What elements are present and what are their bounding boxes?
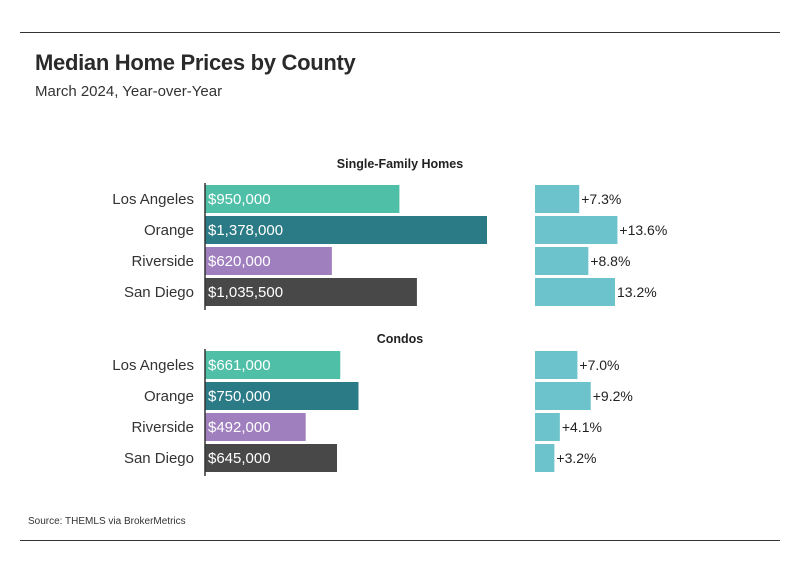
source-note: Source: THEMLS via BrokerMetrics — [28, 516, 186, 527]
change-bar-riverside — [535, 247, 589, 275]
price-bar-riverside — [205, 247, 332, 275]
category-label-orange: Orange — [144, 222, 194, 239]
change-bar-riverside — [535, 413, 560, 441]
bottom-rule — [20, 540, 780, 541]
change-label-riverside: +4.1% — [562, 419, 602, 435]
change-label-los-angeles: +7.0% — [579, 357, 619, 373]
category-label-riverside: Riverside — [131, 253, 194, 270]
price-bar-orange — [205, 382, 359, 410]
chart-title: Median Home Prices by County — [35, 50, 356, 75]
price-bar-los-angeles — [205, 351, 341, 379]
price-value-orange: $750,000 — [208, 388, 271, 405]
price-value-orange: $1,378,000 — [208, 222, 283, 239]
change-label-san-diego: +3.2% — [556, 450, 596, 466]
price-value-riverside: $620,000 — [208, 253, 271, 270]
price-value-los-angeles: $950,000 — [208, 191, 271, 208]
change-bar-san-diego — [535, 278, 615, 306]
top-rule — [20, 32, 780, 33]
category-label-los-angeles: Los Angeles — [112, 191, 194, 208]
category-label-san-diego: San Diego — [124, 284, 194, 301]
change-bar-orange — [535, 216, 618, 244]
panel-title-single-family-homes: Single-Family Homes — [337, 157, 463, 171]
price-bar-riverside — [205, 413, 306, 441]
category-label-riverside: Riverside — [131, 419, 194, 436]
category-label-san-diego: San Diego — [124, 450, 194, 467]
price-value-los-angeles: $661,000 — [208, 357, 271, 374]
price-bar-san-diego — [205, 444, 337, 472]
change-label-san-diego: 13.2% — [617, 284, 657, 300]
price-value-san-diego: $1,035,500 — [208, 284, 283, 301]
price-bar-los-angeles — [205, 185, 400, 213]
change-bar-orange — [535, 382, 591, 410]
change-label-los-angeles: +7.3% — [581, 191, 621, 207]
change-bar-los-angeles — [535, 351, 578, 379]
price-value-riverside: $492,000 — [208, 419, 271, 436]
change-label-riverside: +8.8% — [590, 253, 630, 269]
category-label-orange: Orange — [144, 388, 194, 405]
chart-subtitle: March 2024, Year-over-Year — [35, 83, 223, 100]
category-label-los-angeles: Los Angeles — [112, 357, 194, 374]
price-bar-san-diego — [205, 278, 417, 306]
change-label-orange: +9.2% — [593, 388, 633, 404]
change-label-orange: +13.6% — [619, 222, 667, 238]
panel-title-condos: Condos — [377, 332, 424, 346]
change-bar-los-angeles — [535, 185, 580, 213]
price-value-san-diego: $645,000 — [208, 450, 271, 467]
change-bar-san-diego — [535, 444, 555, 472]
price-bar-orange — [205, 216, 487, 244]
